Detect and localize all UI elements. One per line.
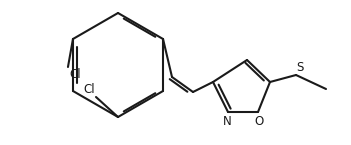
Text: N: N <box>223 115 232 128</box>
Text: Cl: Cl <box>83 83 95 96</box>
Text: S: S <box>297 61 304 74</box>
Text: Cl: Cl <box>69 68 81 81</box>
Text: O: O <box>254 115 263 128</box>
